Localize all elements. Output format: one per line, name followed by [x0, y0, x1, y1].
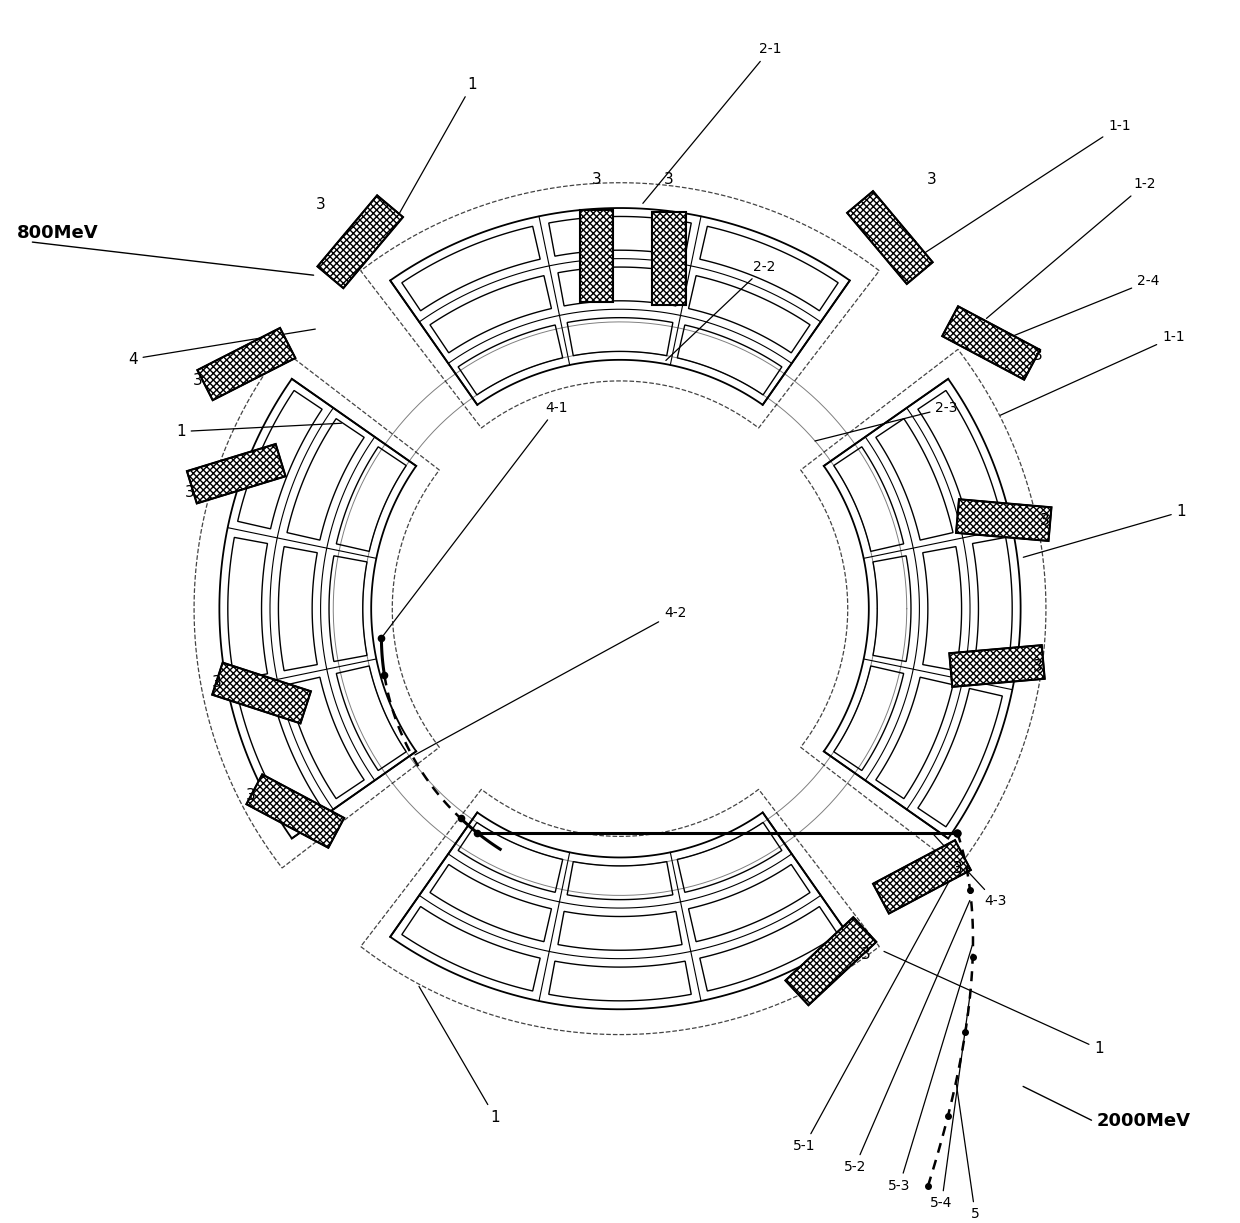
Text: 2-1: 2-1 [642, 43, 781, 203]
Text: 5-3: 5-3 [888, 945, 972, 1192]
Text: 1: 1 [389, 77, 477, 231]
Text: 3: 3 [1033, 349, 1043, 363]
Text: 2000MeV: 2000MeV [1096, 1113, 1190, 1130]
Polygon shape [847, 191, 932, 284]
Text: 5-2: 5-2 [843, 900, 970, 1174]
Text: 3: 3 [591, 172, 601, 187]
Text: 3: 3 [861, 947, 870, 963]
Text: 5: 5 [956, 1085, 980, 1222]
Polygon shape [247, 774, 345, 848]
Polygon shape [197, 328, 295, 400]
Text: 4: 4 [128, 329, 315, 367]
Text: 3: 3 [316, 197, 325, 213]
Text: 3: 3 [1033, 658, 1043, 674]
Text: 2-4: 2-4 [992, 274, 1159, 345]
Text: 3: 3 [1040, 512, 1050, 527]
Polygon shape [942, 306, 1040, 379]
Text: 3: 3 [665, 172, 673, 187]
Polygon shape [950, 646, 1044, 687]
Polygon shape [652, 213, 686, 305]
Text: 1: 1 [419, 987, 500, 1125]
Polygon shape [956, 499, 1052, 541]
Text: 4-1: 4-1 [383, 401, 568, 636]
Text: 1-1: 1-1 [909, 119, 1131, 263]
Text: 2-3: 2-3 [815, 401, 957, 442]
Text: 3: 3 [185, 484, 195, 500]
Text: 1-1: 1-1 [1001, 330, 1184, 416]
Text: 3: 3 [192, 373, 202, 389]
Text: 3: 3 [928, 172, 937, 187]
Polygon shape [873, 840, 971, 914]
Text: 1: 1 [176, 423, 341, 439]
Polygon shape [187, 444, 285, 504]
Polygon shape [317, 196, 403, 289]
Text: 4-2: 4-2 [415, 605, 686, 755]
Text: 4-3: 4-3 [934, 835, 1007, 909]
Text: 1: 1 [1023, 504, 1187, 558]
Text: 5-4: 5-4 [930, 994, 970, 1211]
Text: 3: 3 [954, 861, 963, 876]
Text: 3: 3 [212, 675, 222, 690]
Text: 1: 1 [884, 951, 1104, 1057]
Polygon shape [785, 917, 877, 1005]
Text: 5-1: 5-1 [792, 857, 962, 1153]
Text: 1-2: 1-2 [987, 177, 1156, 318]
Polygon shape [212, 663, 311, 723]
Text: 2-2: 2-2 [666, 260, 776, 361]
Text: 800MeV: 800MeV [17, 224, 98, 242]
Text: 3: 3 [246, 789, 255, 804]
Polygon shape [579, 209, 614, 302]
